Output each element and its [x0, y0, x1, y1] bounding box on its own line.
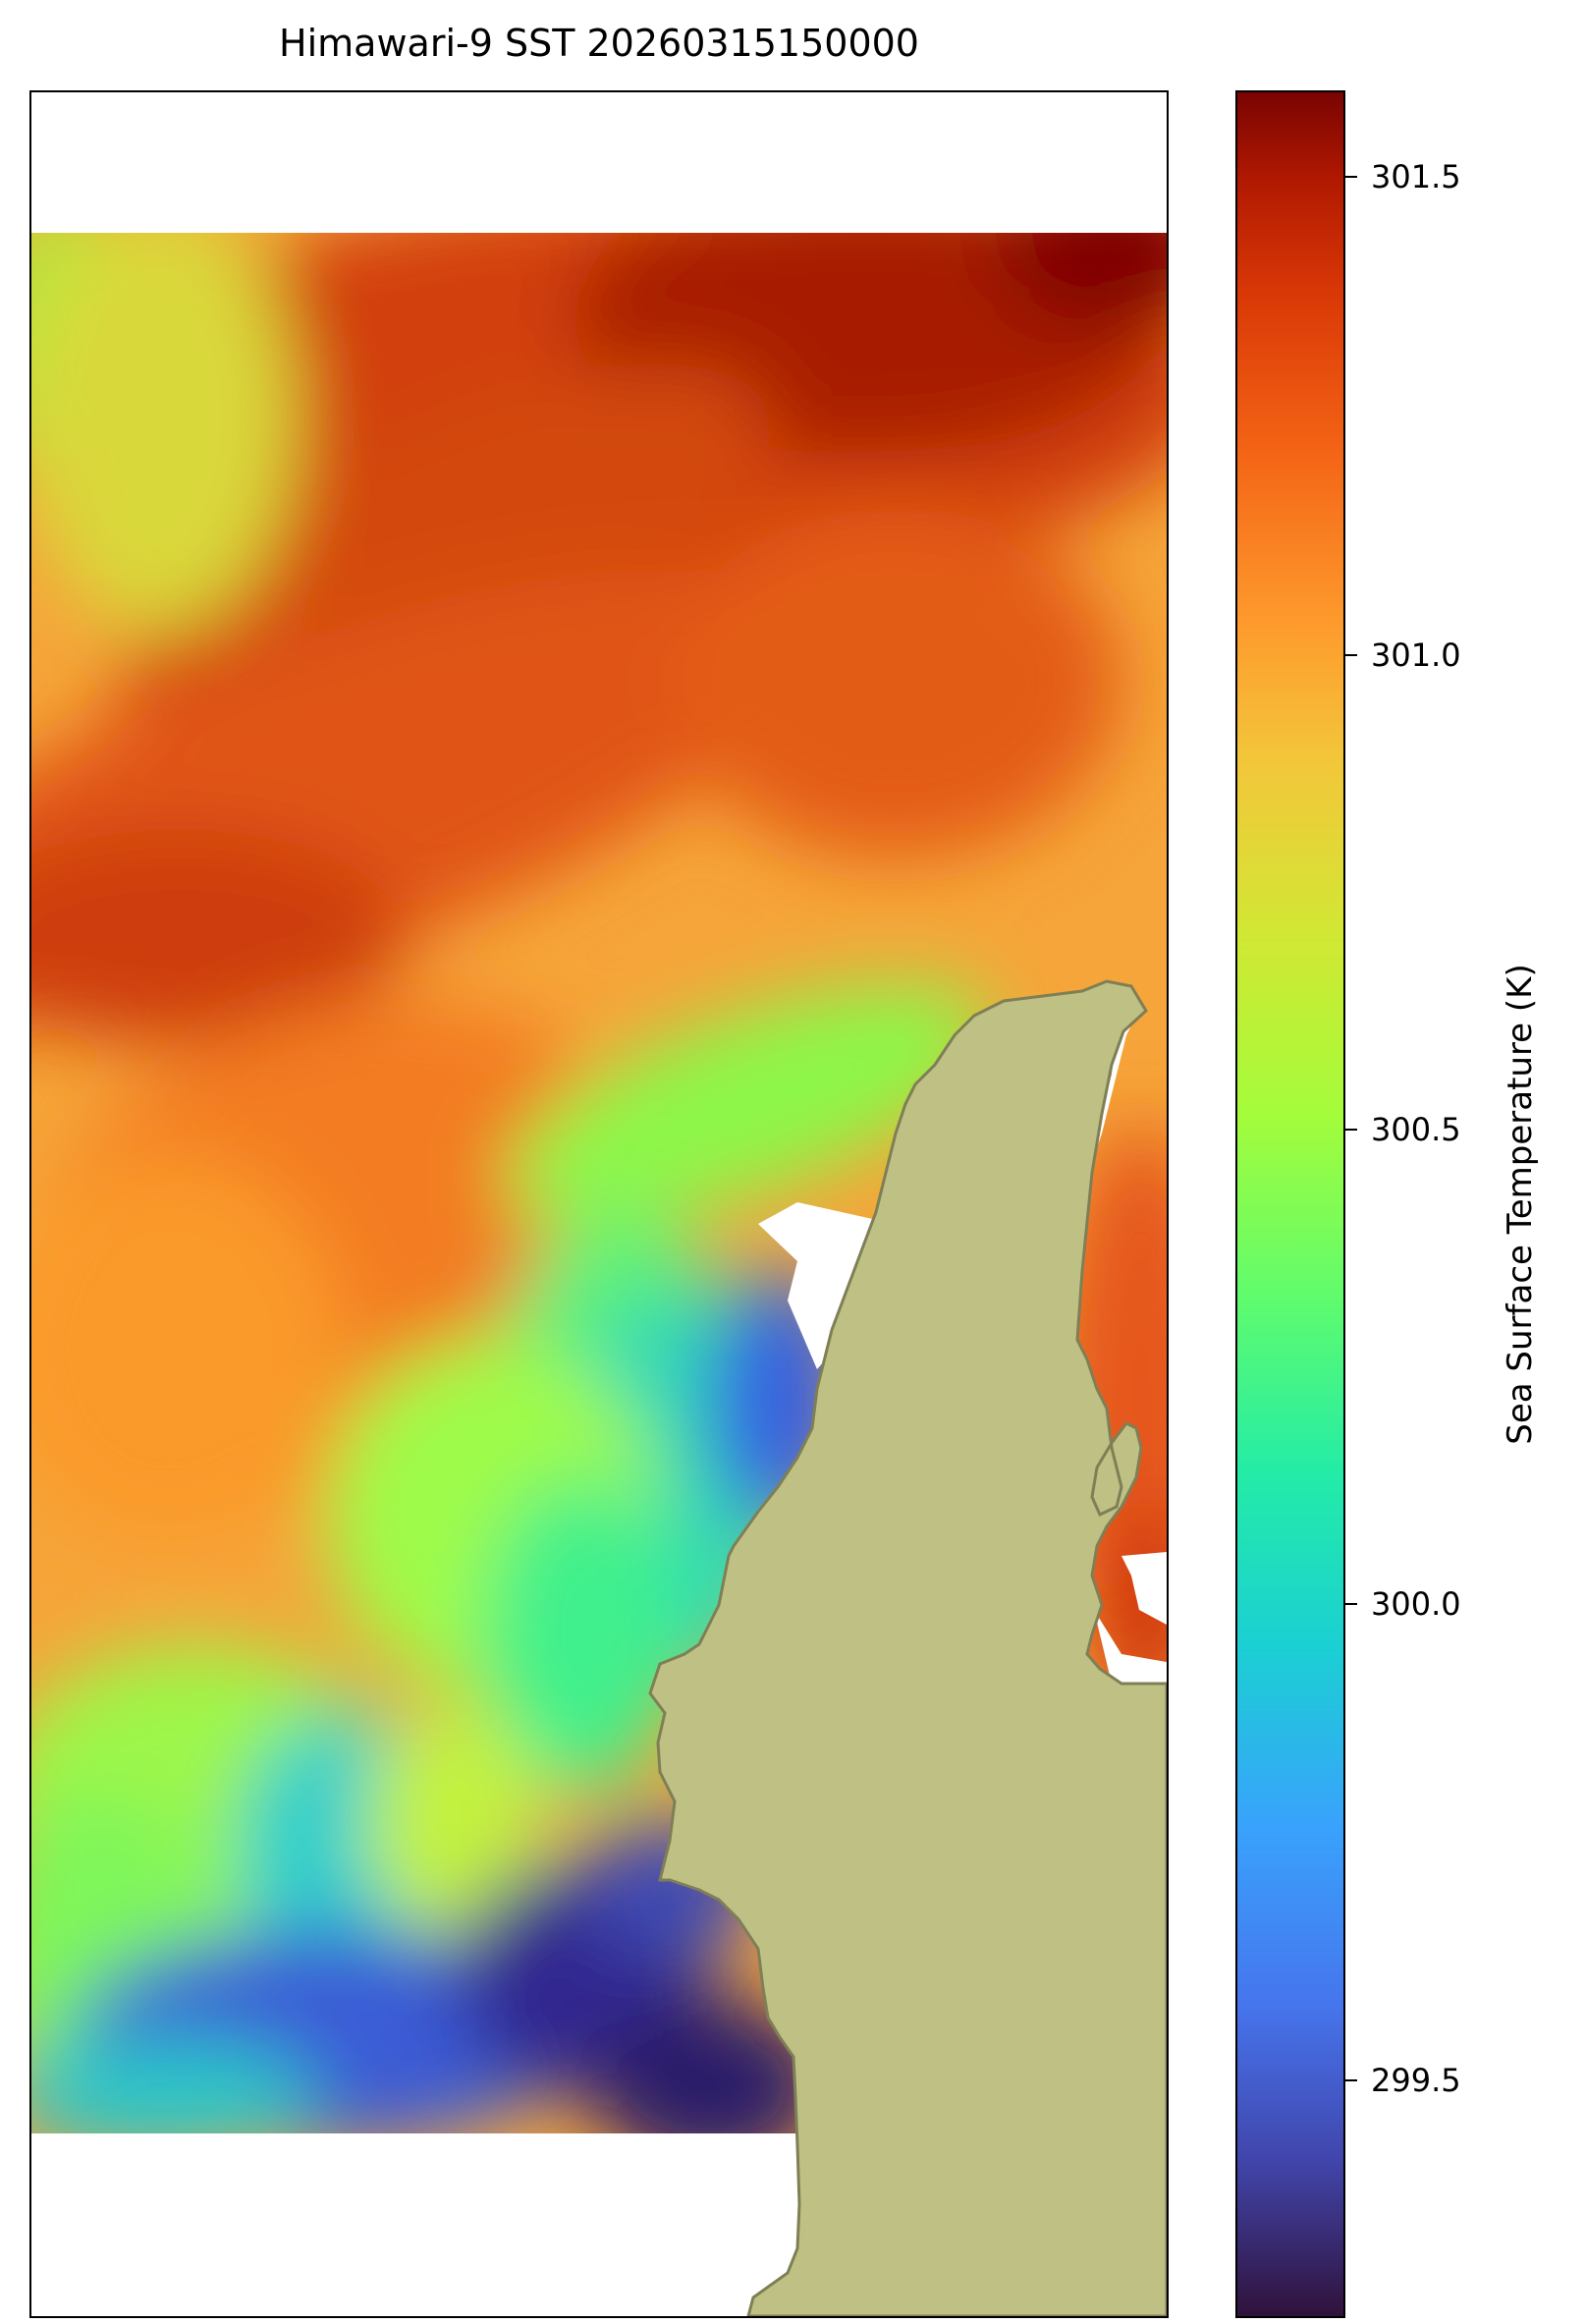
- colorbar-tick: [1345, 2079, 1357, 2081]
- colorbar-tick-label: 299.5: [1371, 2062, 1461, 2099]
- colorbar-tick: [1345, 1603, 1357, 1605]
- sst-field: [31, 233, 1167, 2133]
- colorbar-tick: [1345, 654, 1357, 656]
- sst-map[interactable]: [31, 92, 1167, 2316]
- colorbar-label: Sea Surface Temperature (K): [1501, 964, 1540, 1445]
- colorbar-tick-label: 301.0: [1371, 636, 1461, 674]
- map-title: Himawari-9 SST 20260315150000: [279, 22, 919, 65]
- landmass: [648, 979, 1167, 2316]
- colorbar-tick-label: 301.5: [1371, 158, 1461, 195]
- colorbar-tick-label: 300.5: [1371, 1111, 1461, 1148]
- map-panel[interactable]: [29, 90, 1169, 2318]
- colorbar-tick: [1345, 1129, 1357, 1131]
- colorbar: [1235, 90, 1345, 2318]
- colorbar-tick-label: 300.0: [1371, 1585, 1461, 1623]
- colorbar-tick: [1345, 176, 1357, 178]
